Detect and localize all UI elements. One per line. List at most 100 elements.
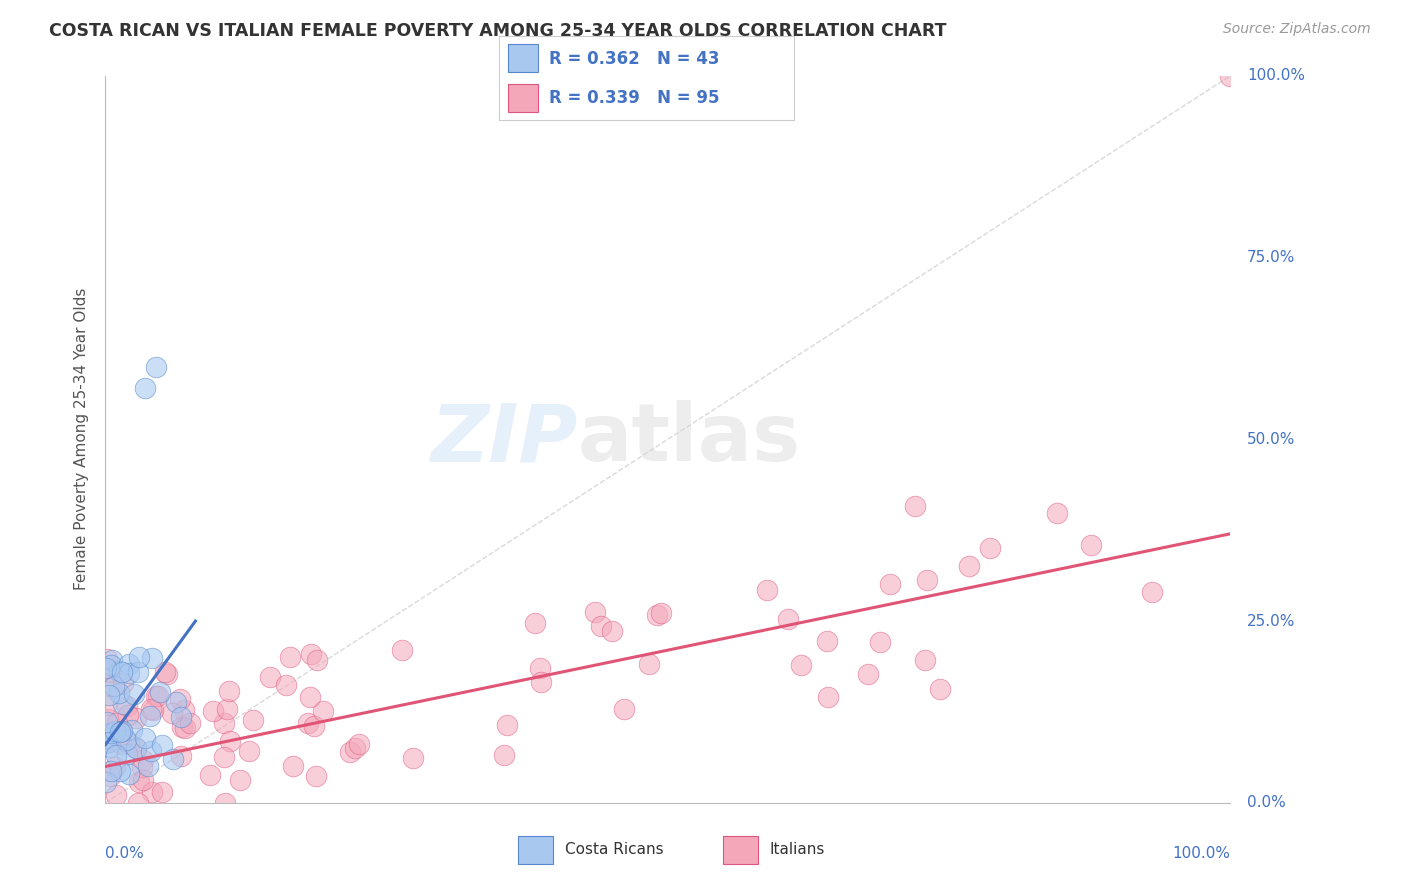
- Point: [494, 747, 516, 762]
- Point: [100, 764, 122, 778]
- Text: ZIP: ZIP: [430, 401, 578, 478]
- Point: [156, 666, 179, 681]
- Text: 0.0%: 0.0%: [105, 847, 145, 862]
- Point: [139, 744, 162, 758]
- Point: [97, 735, 120, 749]
- Point: [105, 715, 128, 730]
- Point: [110, 764, 132, 779]
- Point: [104, 760, 127, 774]
- Point: [583, 605, 606, 619]
- Point: [278, 649, 301, 664]
- Point: [142, 703, 165, 717]
- Point: [879, 577, 901, 591]
- Point: [134, 731, 156, 746]
- Point: [160, 706, 183, 721]
- Bar: [508, 84, 537, 112]
- Point: [214, 715, 236, 730]
- Point: [101, 653, 124, 667]
- Bar: [517, 836, 554, 863]
- Y-axis label: Female Poverty Among 25-34 Year Olds: Female Poverty Among 25-34 Year Olds: [73, 288, 89, 591]
- Point: [108, 724, 131, 739]
- Point: [173, 702, 195, 716]
- Bar: [723, 836, 758, 863]
- Point: [96, 736, 118, 750]
- Point: [283, 758, 305, 772]
- Point: [150, 738, 173, 752]
- Text: atlas: atlas: [578, 401, 801, 478]
- Point: [212, 749, 235, 764]
- Text: 50.0%: 50.0%: [1247, 432, 1295, 447]
- Point: [339, 745, 361, 759]
- Point: [141, 702, 163, 716]
- Point: [96, 661, 118, 675]
- Point: [162, 752, 184, 766]
- Point: [242, 714, 264, 728]
- Point: [100, 658, 122, 673]
- Point: [179, 716, 201, 731]
- Point: [169, 692, 191, 706]
- Point: [125, 711, 148, 725]
- Point: [529, 661, 551, 675]
- Point: [638, 657, 661, 672]
- Point: [111, 723, 134, 738]
- Point: [914, 653, 936, 667]
- Point: [117, 708, 139, 723]
- Point: [115, 699, 138, 714]
- Point: [218, 684, 240, 698]
- Point: [153, 665, 176, 679]
- Point: [979, 541, 1001, 555]
- Text: 0.0%: 0.0%: [1247, 796, 1286, 810]
- Point: [96, 731, 118, 745]
- Point: [139, 708, 162, 723]
- Point: [134, 381, 156, 395]
- Point: [104, 747, 127, 762]
- Point: [214, 796, 236, 810]
- Text: Costa Ricans: Costa Ricans: [565, 842, 664, 857]
- Point: [107, 686, 129, 700]
- Point: [173, 721, 195, 735]
- Bar: [508, 44, 537, 72]
- Point: [645, 607, 668, 622]
- Point: [218, 734, 240, 748]
- Point: [125, 740, 148, 755]
- Point: [132, 773, 155, 788]
- Point: [312, 704, 335, 718]
- Point: [170, 710, 193, 724]
- Point: [274, 678, 297, 692]
- Point: [790, 658, 813, 673]
- Text: Italians: Italians: [770, 842, 825, 857]
- Point: [957, 558, 980, 573]
- Text: R = 0.339   N = 95: R = 0.339 N = 95: [550, 88, 720, 106]
- Point: [299, 690, 322, 704]
- Point: [100, 726, 122, 740]
- Point: [111, 697, 134, 711]
- Point: [98, 740, 121, 755]
- Point: [107, 664, 129, 678]
- Point: [96, 774, 118, 789]
- Point: [118, 665, 141, 680]
- Point: [391, 643, 413, 657]
- Point: [343, 741, 366, 756]
- Point: [104, 724, 127, 739]
- Point: [1219, 69, 1241, 83]
- Point: [869, 634, 891, 648]
- Text: 75.0%: 75.0%: [1247, 250, 1295, 265]
- Point: [117, 657, 139, 672]
- Text: COSTA RICAN VS ITALIAN FEMALE POVERTY AMONG 25-34 YEAR OLDS CORRELATION CHART: COSTA RICAN VS ITALIAN FEMALE POVERTY AM…: [49, 22, 946, 40]
- Point: [128, 775, 150, 789]
- Point: [613, 702, 636, 716]
- Point: [776, 612, 799, 626]
- Point: [600, 624, 623, 639]
- Point: [149, 685, 172, 699]
- Point: [110, 737, 132, 751]
- Point: [1080, 538, 1102, 552]
- Point: [127, 796, 149, 810]
- Point: [94, 698, 117, 713]
- Point: [815, 633, 838, 648]
- Point: [495, 717, 517, 731]
- Text: Source: ZipAtlas.com: Source: ZipAtlas.com: [1223, 22, 1371, 37]
- Point: [96, 652, 118, 666]
- Point: [856, 667, 879, 681]
- Point: [259, 670, 281, 684]
- Point: [305, 653, 328, 667]
